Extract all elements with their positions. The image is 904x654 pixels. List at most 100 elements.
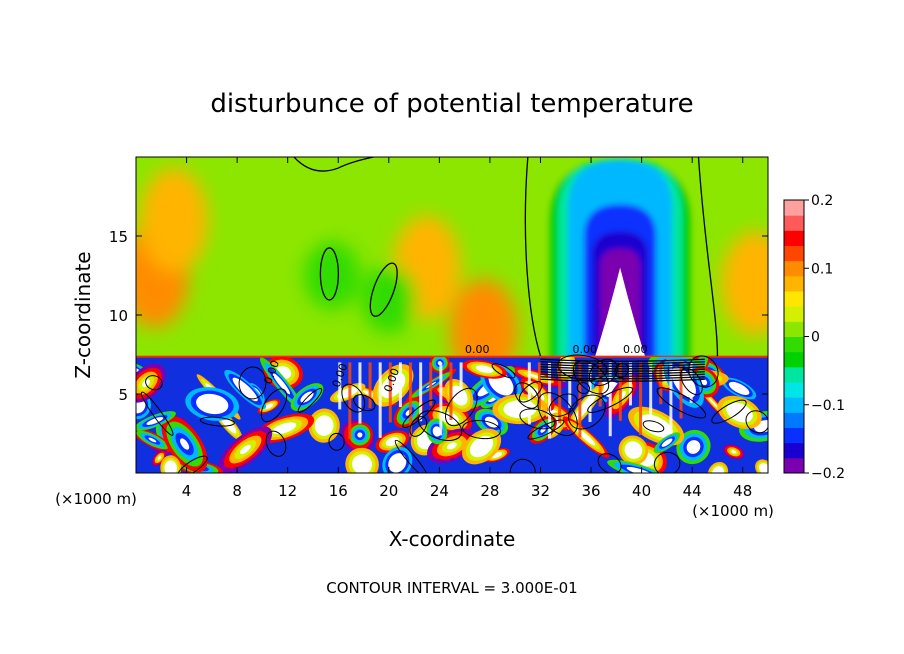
contour-eddy-20 (514, 382, 540, 409)
contour-eddy-14 (518, 381, 543, 403)
colorbar-band-1 (784, 442, 804, 459)
colorbar-band-13 (784, 260, 804, 277)
colorbar-band-12 (784, 275, 804, 292)
eddy-ring-72-4 (491, 452, 503, 458)
contour-eddy-13 (265, 430, 287, 457)
wave-streak-0 (348, 362, 352, 439)
wave-streak-0 (338, 362, 342, 410)
contour-label-0: 0.00 (465, 343, 490, 356)
contour-eddy-37 (509, 458, 536, 473)
wave-streak-1 (578, 362, 582, 438)
warm-patch-4 (721, 231, 768, 336)
contour-plume-left (524, 157, 542, 357)
x-axis-label: X-coordinate (389, 527, 516, 551)
eddy-71 (462, 359, 508, 379)
warm-patch-2 (449, 278, 518, 358)
x-tick-label-9: 40 (632, 482, 651, 500)
eddy-ring-27-4 (148, 437, 157, 443)
eddy-75 (653, 432, 681, 454)
wave-streak-1 (598, 362, 602, 407)
eddy-ring-46-4 (239, 444, 251, 455)
eddy-60 (346, 421, 373, 449)
y-axis: 5 10 15 (109, 228, 768, 404)
wave-streak-1 (679, 362, 683, 419)
colorbar-band-0 (784, 457, 804, 474)
contour-eddy-22 (402, 399, 436, 428)
x-tick-label-3: 16 (329, 482, 348, 500)
plot-area: 0.00 0.00 0.000.00 0.00 0.00 (135, 156, 769, 474)
colorbar-ticks: 0.2 0.1 0 −0.1 −0.2 (804, 193, 845, 482)
eddy-ring-21-4 (728, 381, 750, 395)
x-tick-label-10: 44 (683, 482, 702, 500)
colorbar-band-16 (784, 215, 804, 231)
cool-patch-1 (360, 265, 417, 334)
wave-streak-0 (398, 362, 402, 407)
x-tick-label-4: 20 (379, 482, 398, 500)
eddy-ring-16-4 (686, 440, 701, 454)
contour-dense-8 (540, 378, 705, 382)
contour-eddy-36 (417, 410, 463, 441)
colorbar-band-5 (784, 382, 804, 398)
eddy-34 (257, 399, 281, 414)
contour-interval-note: CONTOUR INTERVAL = 3.000E-01 (326, 579, 577, 597)
eddy-21 (721, 377, 757, 400)
field-smooth-layer (136, 168, 768, 358)
colorbar-band-17 (784, 200, 804, 216)
contour-dense-0 (540, 358, 705, 362)
eddy-ring-17-4 (708, 397, 718, 408)
field-upper (136, 157, 768, 358)
contour-eddy-28 (297, 388, 323, 413)
contour-eddy-32 (462, 420, 501, 440)
colorbar-band-6 (784, 366, 804, 383)
contour-eddy-26 (394, 439, 428, 473)
contour-dense-2 (540, 363, 705, 367)
wave-streak-1 (548, 362, 552, 439)
y-tick-label-1: 10 (109, 307, 128, 325)
eddy-ring-34-4 (264, 403, 274, 410)
contour-loop-1 (319, 247, 340, 301)
eddy-33 (260, 357, 303, 410)
contour-eddy-12 (145, 375, 163, 391)
contour-eddy-35 (568, 394, 606, 430)
wave-streak-0 (358, 362, 362, 424)
cool-patch-0 (303, 241, 360, 310)
eddy-ring-54-4 (180, 438, 190, 450)
field-lower (136, 357, 768, 473)
wave-streak-0 (439, 362, 443, 436)
eddy-ring-41-4 (624, 441, 643, 459)
contour-eddy-8 (328, 432, 345, 451)
contour-eddy-25 (642, 420, 665, 433)
wave-streak-1 (639, 362, 643, 435)
colorbar-band-10 (784, 306, 804, 322)
eddy-55 (136, 411, 176, 431)
colorbar-band-4 (784, 397, 804, 413)
wave-streak-0 (449, 362, 453, 420)
wave-streak-0 (429, 362, 433, 406)
contour-eddy-21 (341, 383, 366, 413)
colorbar-label-1: 0.1 (811, 261, 833, 277)
eddy-ring-56-4 (164, 460, 178, 473)
contour-eddy-23 (238, 366, 267, 400)
eddy-ring-77-4 (196, 393, 229, 415)
x-tick-label-7: 32 (531, 482, 550, 500)
eddy-31 (722, 444, 745, 460)
wave-streak-0 (409, 362, 413, 437)
colorbar-label-0: 0.2 (811, 193, 833, 209)
contour-eddy-17 (576, 382, 591, 394)
contour-plume-right (697, 157, 719, 357)
contour-dense-5 (540, 371, 705, 375)
eddy-5 (308, 408, 340, 443)
contour-label-1: 0.00 (572, 343, 597, 356)
eddy-ring-79-4 (469, 435, 494, 458)
contour-eddy-38 (140, 391, 174, 436)
wave-streak-1 (649, 362, 653, 420)
eddy-ring-70-4 (446, 442, 457, 450)
x-tick-label-6: 28 (480, 482, 499, 500)
plume-core (594, 267, 646, 358)
eddy-72 (484, 448, 510, 463)
wave-streak-1 (618, 362, 622, 421)
colorbar-band-15 (784, 230, 804, 246)
contour-eddy-16 (745, 410, 768, 434)
eddy-16 (676, 429, 711, 465)
